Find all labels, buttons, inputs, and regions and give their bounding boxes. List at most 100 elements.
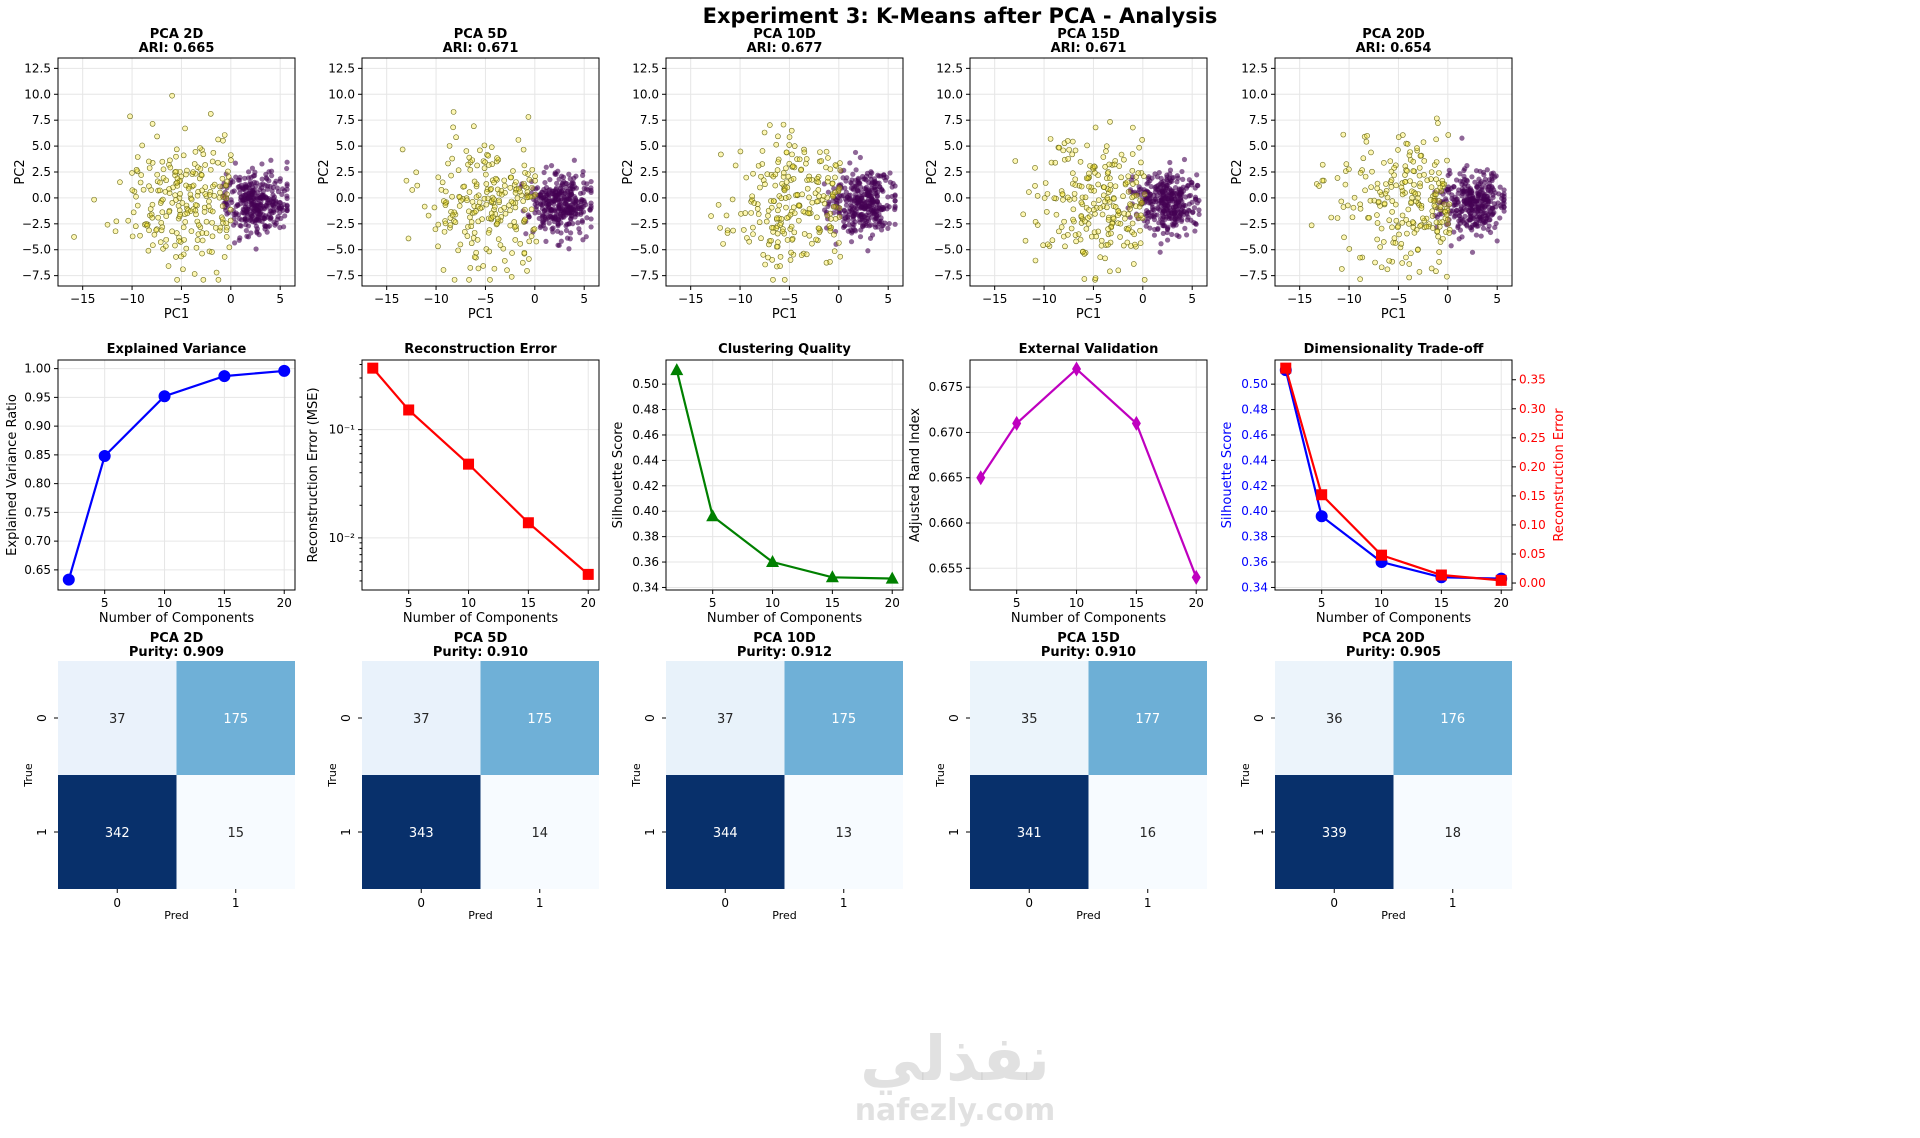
y-tick-label: 5.0	[336, 139, 355, 153]
data-point-cluster-0	[251, 179, 257, 185]
data-point-cluster-1	[1319, 161, 1326, 168]
data-point-cluster-1	[825, 155, 831, 161]
data-point-cluster-1	[1410, 158, 1417, 165]
data-point-cluster-1	[1097, 254, 1104, 261]
data-point-cluster-0	[1187, 192, 1194, 199]
data-point-cluster-0	[1494, 238, 1500, 244]
data-point-cluster-1	[220, 161, 226, 167]
data-point-cluster-1	[520, 198, 526, 204]
data-point-cluster-1	[510, 168, 516, 174]
data-point-cluster-1	[783, 149, 790, 156]
data-point-cluster-1	[179, 200, 186, 206]
line-chart-2: Reconstruction Error 5 10 15 20 10⁻² 10⁻¹ Numbe…	[306, 342, 600, 626]
y-tick-label: 0.80	[24, 477, 51, 491]
data-point-cluster-1	[425, 212, 432, 219]
data-point-cluster-0	[533, 204, 540, 210]
data-point-cluster-1	[1446, 201, 1453, 208]
data-point-cluster-0	[1481, 197, 1487, 203]
data-point-cluster-0	[1164, 225, 1171, 232]
data-point-cluster-0	[566, 196, 572, 202]
y-tick-label: 0.65	[24, 563, 51, 577]
data-point-cluster-1	[1411, 181, 1417, 188]
data-point-cluster-0	[1182, 225, 1188, 231]
data-point-cluster-0	[567, 176, 573, 182]
data-point-cluster-1	[220, 194, 226, 200]
data-point-cluster-0	[1474, 184, 1480, 191]
data-point-cluster-0	[284, 183, 290, 189]
data-point-cluster-1	[830, 203, 837, 210]
data-point-cluster-1	[799, 191, 805, 198]
data-point-cluster-0	[588, 178, 594, 185]
data-point-cluster-1	[1061, 156, 1068, 163]
data-point-cluster-0	[1165, 187, 1171, 193]
data-point-cluster-1	[489, 161, 495, 167]
x-tick-label: 15	[1434, 596, 1449, 610]
y-tick-label: 10.0	[632, 87, 659, 101]
data-point-cluster-1	[512, 190, 519, 196]
data-point-cluster-1	[146, 183, 152, 189]
data-point-cluster-1	[477, 205, 484, 212]
data-point-cluster-0	[579, 197, 586, 203]
data-point-cluster-1	[1342, 181, 1349, 188]
data-point	[1376, 549, 1388, 561]
data-point-cluster-1	[461, 183, 468, 190]
data-point-cluster-1	[837, 160, 843, 166]
data-point-cluster-1	[779, 228, 786, 235]
data-point-cluster-0	[542, 179, 548, 186]
y-tick-label: −5.0	[22, 243, 51, 257]
data-point-cluster-1	[1079, 194, 1086, 201]
chart-title: Clustering Quality	[718, 342, 851, 357]
data-point-cluster-0	[584, 215, 590, 221]
data-point-cluster-0	[831, 204, 837, 210]
data-point-cluster-1	[173, 254, 179, 260]
data-point-cluster-0	[544, 192, 550, 198]
y-tick-label: 10⁻¹	[329, 423, 356, 437]
data-point-cluster-1	[1137, 240, 1144, 246]
data-point-cluster-1	[1380, 239, 1387, 245]
data-point-cluster-1	[1131, 231, 1138, 238]
data-point-cluster-1	[1388, 184, 1395, 190]
data-point-cluster-1	[466, 276, 472, 283]
chart-title: PCA 2D	[150, 27, 204, 42]
data-point-cluster-1	[1032, 183, 1038, 189]
data-point-cluster-0	[536, 209, 542, 216]
data-point-cluster-1	[197, 166, 204, 172]
data-point-cluster-0	[886, 221, 892, 227]
data-point-cluster-1	[1129, 194, 1136, 201]
data-point-cluster-1	[757, 184, 763, 191]
data-point-cluster-1	[206, 192, 213, 198]
data-point-cluster-1	[524, 194, 531, 201]
y-axis-label: True	[22, 763, 35, 788]
data-point-cluster-1	[149, 214, 156, 221]
data-point-cluster-1	[153, 227, 159, 233]
data-point-cluster-1	[1065, 156, 1071, 162]
data-point-cluster-0	[1455, 224, 1461, 230]
data-point-cluster-1	[1416, 165, 1423, 171]
data-point-cluster-1	[169, 199, 176, 206]
data-point-cluster-1	[169, 92, 175, 99]
data-point-cluster-0	[548, 163, 555, 169]
data-point-cluster-1	[192, 202, 199, 208]
data-point-cluster-0	[1191, 205, 1198, 211]
data-point-cluster-1	[1392, 240, 1399, 246]
data-point-cluster-0	[843, 178, 849, 184]
data-point-cluster-1	[1388, 168, 1395, 175]
data-point-cluster-1	[741, 227, 747, 233]
data-point-cluster-1	[767, 122, 773, 128]
data-point-cluster-1	[202, 184, 209, 190]
y-tick-label: 2.5	[640, 165, 659, 179]
data-point-cluster-0	[588, 187, 594, 194]
data-point-cluster-1	[817, 149, 823, 155]
data-point-cluster-1	[1086, 207, 1092, 213]
data-point-cluster-1	[190, 169, 196, 175]
data-point-cluster-1	[806, 194, 812, 201]
data-point-cluster-0	[843, 198, 850, 204]
data-point-cluster-1	[1104, 195, 1111, 201]
data-point-cluster-1	[1083, 175, 1090, 181]
data-point-cluster-1	[1417, 183, 1423, 190]
x-tick-label: 5	[709, 596, 717, 610]
data-point-cluster-0	[1175, 199, 1181, 205]
data-point-cluster-1	[1129, 167, 1136, 174]
data-point-cluster-1	[789, 236, 796, 243]
data-point-cluster-1	[1125, 226, 1131, 233]
